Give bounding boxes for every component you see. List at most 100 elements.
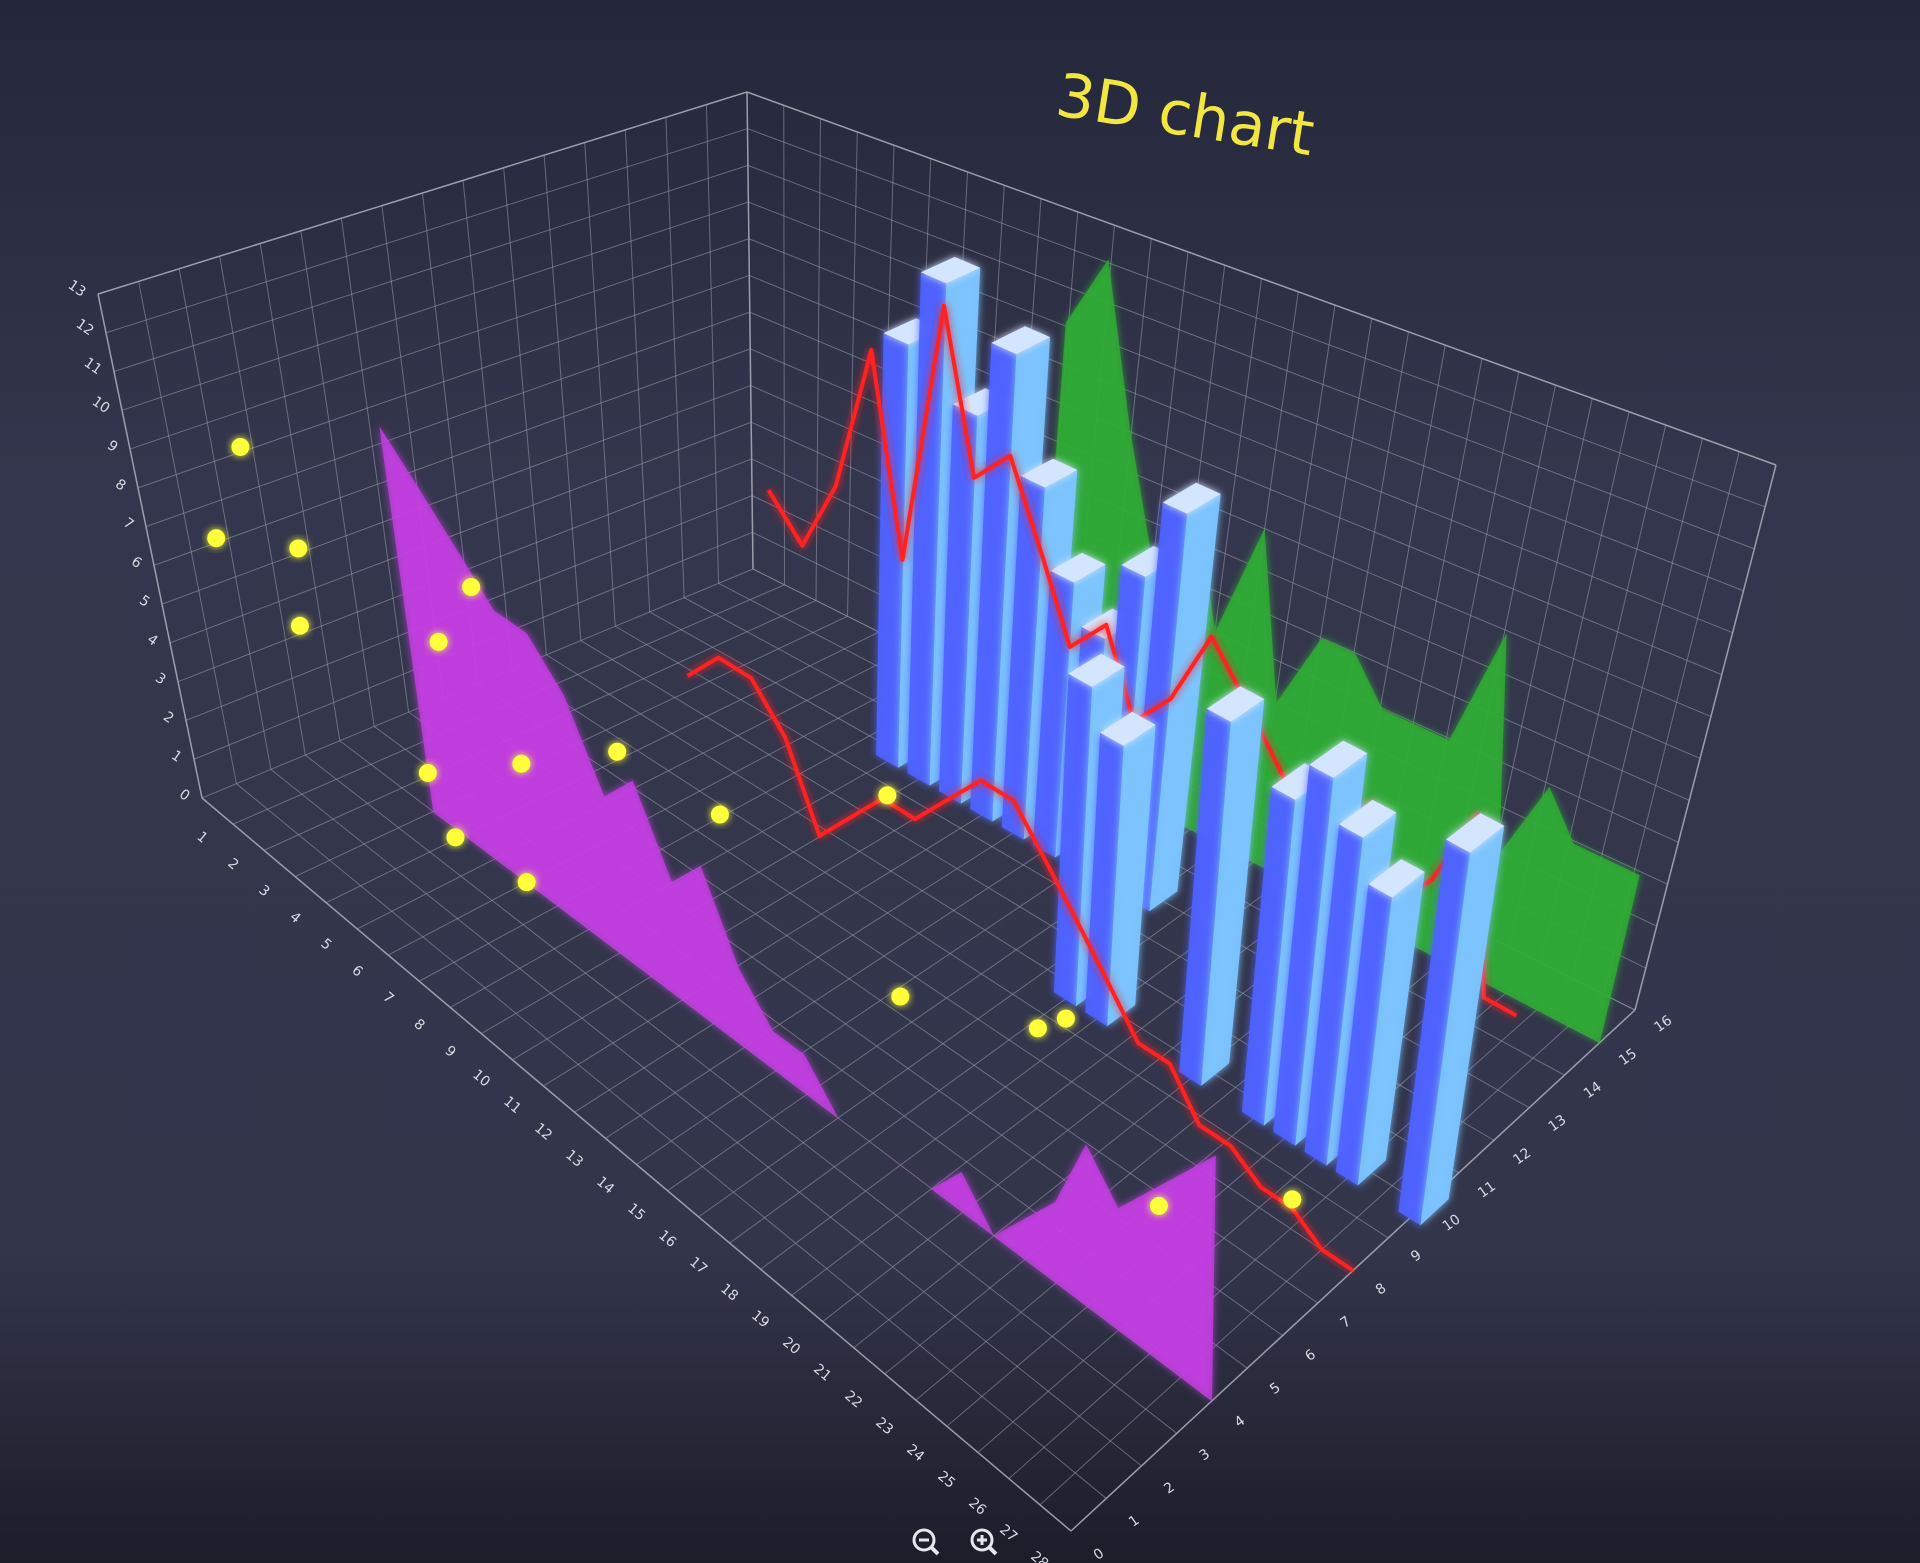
z-tick-label: 6 [1302, 1347, 1319, 1365]
grid-line [178, 268, 272, 770]
grid-line [138, 281, 237, 784]
y-tick-label: 4 [144, 631, 161, 649]
x-tick-label: 25 [934, 1468, 958, 1492]
y-tick-label: 11 [81, 355, 105, 378]
x-tick-label: 7 [380, 989, 397, 1007]
grid-line [161, 385, 751, 605]
z-tick-label: 8 [1373, 1280, 1389, 1298]
z-tick-label: 3 [1197, 1446, 1213, 1464]
bar-top [991, 326, 1051, 355]
zoom-in-icon [970, 1528, 994, 1552]
x-tick-label: 2 [224, 855, 241, 873]
y-tick-label: 2 [160, 709, 176, 727]
x-tick-label: 8 [411, 1016, 428, 1034]
area [379, 426, 1216, 1401]
grid-line [1634, 464, 1777, 1011]
x-tick-label: 1 [193, 829, 210, 847]
z-tick-label: 10 [1440, 1211, 1464, 1234]
z-tick-label: 2 [1161, 1479, 1177, 1497]
grid-line [783, 105, 785, 585]
scatter-point [517, 873, 536, 892]
bar-side [1357, 871, 1425, 1186]
bar-side [1149, 493, 1221, 912]
bar-front [907, 272, 947, 786]
grid-line [748, 201, 1744, 592]
zoom-out-button[interactable] [912, 1528, 940, 1556]
bar-top [920, 257, 981, 284]
x-tick-label: 11 [500, 1093, 524, 1117]
z-tick-label: 0 [1091, 1545, 1107, 1563]
z-tick-label: 9 [1408, 1247, 1424, 1265]
bar-front [1001, 475, 1045, 840]
x-tick-label: 21 [810, 1361, 834, 1385]
bar-top [1162, 482, 1221, 514]
x-tick-label: 20 [779, 1334, 803, 1358]
grid-line [747, 128, 1766, 508]
bar-side [1201, 699, 1265, 1086]
grid-line [584, 142, 616, 627]
z-tick-label: 11 [1475, 1178, 1499, 1201]
y-tick-label: 9 [104, 437, 120, 455]
bar-top [1309, 740, 1368, 778]
bar-front [970, 342, 1017, 822]
y-tick-label: 6 [128, 554, 145, 572]
y-tick-label: 7 [120, 515, 136, 533]
grid-line [705, 104, 720, 584]
grid-line [236, 783, 1107, 1499]
grid-line [129, 238, 750, 450]
bar-top [1020, 458, 1078, 488]
z-tick-label: 4 [1232, 1413, 1249, 1431]
scatter-point [418, 763, 437, 782]
x-tick-label: 16 [655, 1227, 679, 1251]
x-tick-label: 4 [286, 909, 303, 927]
zoom-out-icon [929, 1545, 940, 1556]
x-tick-label: 23 [872, 1415, 896, 1439]
grid-line [503, 167, 547, 655]
x-tick-label: 15 [624, 1201, 648, 1225]
bar-top [1446, 813, 1505, 853]
grid-line [105, 128, 748, 334]
bar-top [1339, 799, 1397, 838]
bar-front [938, 404, 978, 804]
grid-line [259, 243, 341, 741]
grid-line [219, 256, 306, 756]
x-tick-label: 18 [717, 1281, 741, 1305]
x-tick-label: 17 [686, 1254, 710, 1278]
z-tick-label: 13 [1546, 1112, 1570, 1135]
chart-title: 3D chart [1052, 60, 1319, 170]
scatter-point [1056, 1009, 1075, 1028]
grid-line [97, 91, 748, 295]
zoom-in-button[interactable] [970, 1528, 998, 1556]
zoom-in-icon [987, 1545, 998, 1556]
x-tick-label: 3 [255, 882, 272, 900]
grid-line [340, 218, 410, 713]
bar-front [1304, 824, 1363, 1166]
bar-top [1206, 686, 1265, 722]
scatter-point [290, 616, 309, 635]
bar-front [1033, 570, 1075, 858]
bar-top [1050, 552, 1106, 583]
z-tick-label: 16 [1651, 1012, 1675, 1035]
z-tick-label: 15 [1616, 1046, 1640, 1069]
y-tick-label: 5 [136, 592, 152, 610]
bar-front [1273, 764, 1334, 1146]
x-tick-label: 19 [748, 1308, 772, 1332]
y-tick-label: 10 [89, 394, 113, 417]
grid-line [97, 293, 203, 799]
zoom-out-icon [912, 1528, 936, 1552]
x-tick-label: 14 [593, 1174, 617, 1198]
z-tick-label: 1 [1126, 1512, 1142, 1530]
x-tick-label: 10 [469, 1067, 493, 1091]
bar-top [1368, 859, 1425, 898]
x-tick-label: 12 [531, 1120, 555, 1144]
grid-line [462, 180, 513, 670]
scatter-point [878, 786, 897, 805]
scatter-point [289, 539, 308, 558]
scatter-point [891, 987, 910, 1006]
z-tick-label: 14 [1581, 1079, 1605, 1102]
grid-line [748, 238, 1733, 634]
grid-line [201, 797, 1072, 1532]
scatter-point [608, 742, 627, 761]
z-tick-label: 5 [1267, 1380, 1283, 1398]
